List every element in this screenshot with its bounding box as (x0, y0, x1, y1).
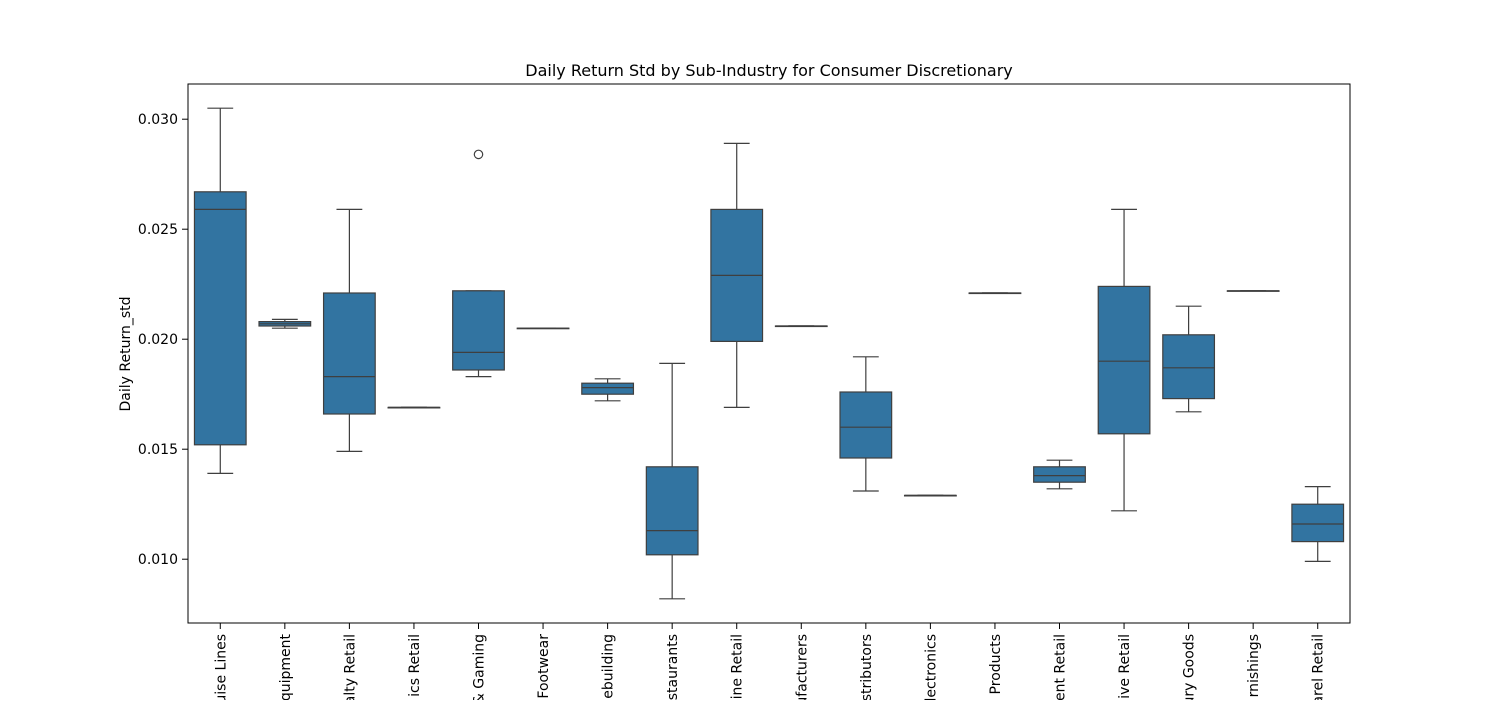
box-group (903, 494, 957, 497)
x-tick-label: ics Retail (407, 634, 423, 697)
x-tick-label: arel Retail (1311, 634, 1327, 700)
x-tick-label: staurants (665, 634, 681, 700)
x-tick-label: Footwear (536, 634, 552, 699)
box-group (710, 142, 764, 408)
plot-marks (193, 107, 1345, 600)
x-tick-label: & Gaming (472, 634, 488, 700)
x-tick-label: alty Retail (342, 634, 358, 700)
box-body (1033, 466, 1086, 483)
box-body (645, 466, 699, 556)
box-group (1033, 459, 1086, 490)
box-body (452, 290, 505, 371)
box-body (1162, 334, 1216, 400)
box-group (452, 149, 505, 378)
x-tick-label: lectronics (923, 634, 939, 700)
chart-title: Daily Return Std by Sub-Industry for Con… (525, 61, 1012, 80)
x-tick-label: ine Retail (730, 634, 746, 699)
box-body (193, 191, 247, 446)
x-tick-label: Products (988, 634, 1004, 694)
y-tick-label: 0.010 (138, 552, 178, 568)
box-group (1097, 208, 1151, 512)
box-body (1291, 503, 1345, 543)
box-group (1162, 305, 1216, 413)
x-tick-label: ufacturers (794, 634, 810, 700)
box-group (193, 107, 247, 474)
box-group (581, 378, 635, 402)
box-body (322, 292, 376, 415)
box-group (839, 356, 893, 492)
x-tick-label: ive Retail (1117, 634, 1133, 699)
box-group (968, 292, 1022, 295)
x-tick-label: rnishings (1246, 634, 1262, 697)
box-group (1291, 486, 1345, 563)
plot-area-frame (187, 83, 1351, 624)
x-tick-label: quipment (278, 633, 294, 700)
box-group (645, 362, 699, 600)
box-group (258, 318, 312, 329)
y-tick-label: 0.015 (138, 442, 178, 458)
box-group (322, 208, 376, 452)
y-tick-label: 0.020 (138, 332, 178, 348)
y-axis-title: Daily Return_std (118, 296, 134, 411)
box-group (516, 327, 570, 330)
axis-ticks: uise Lines quipment alty Retail ics Retail &… (138, 112, 1327, 704)
box-group (774, 325, 828, 328)
box-body (839, 391, 893, 459)
box-body (581, 382, 635, 395)
box-group (1226, 290, 1280, 292)
y-tick-label: 0.025 (138, 222, 178, 238)
x-tick-label: ebuilding (601, 634, 617, 699)
y-tick-label: 0.030 (138, 112, 178, 128)
box-group (387, 406, 441, 409)
x-tick-label: uise Lines (213, 634, 229, 700)
outlier-point (473, 149, 484, 160)
x-tick-label: ent Retail (1053, 634, 1069, 700)
box-body (1097, 285, 1151, 435)
x-tick-label: stributors (859, 634, 875, 700)
x-tick-label: ury Goods (1182, 634, 1198, 700)
